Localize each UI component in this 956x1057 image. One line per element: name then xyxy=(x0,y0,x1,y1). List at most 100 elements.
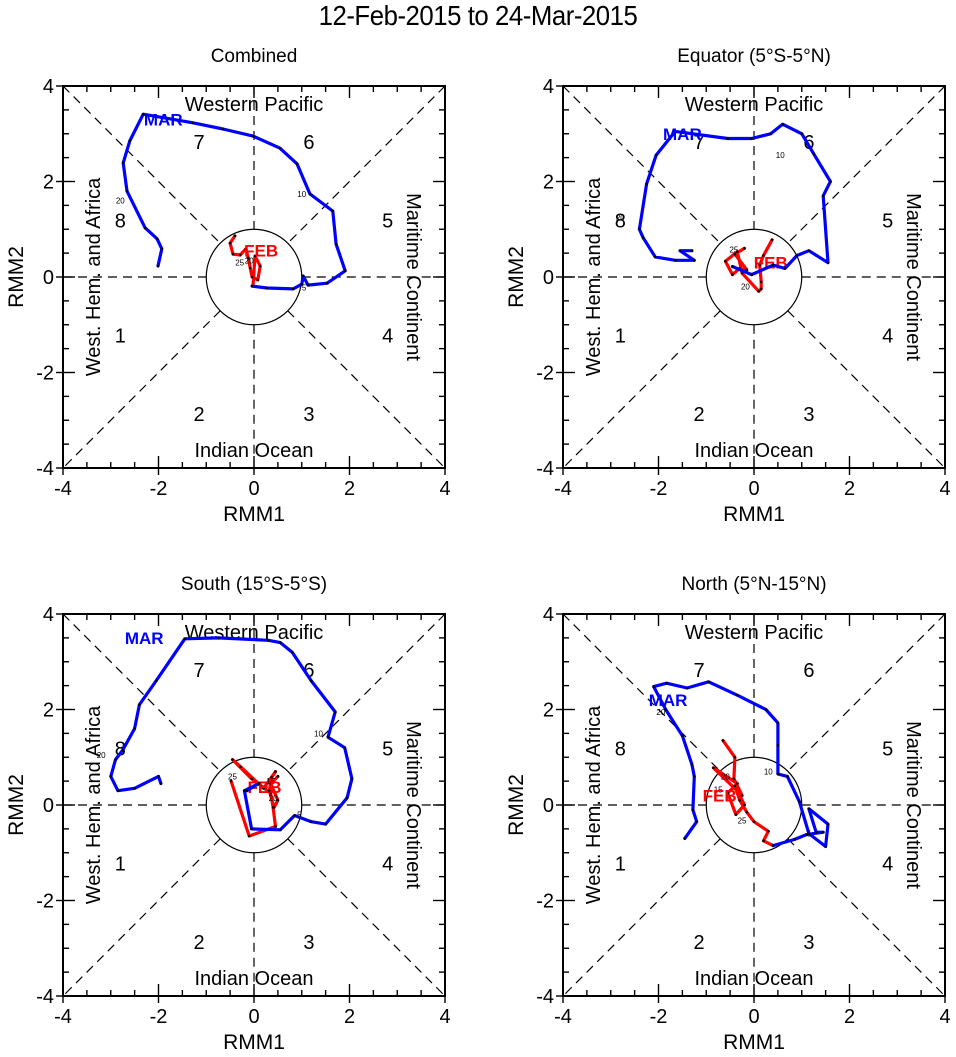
x-tick-label: 2 xyxy=(844,478,855,500)
y-tick-label: 2 xyxy=(43,172,54,194)
phase-label-1: 1 xyxy=(115,325,126,347)
day-marker xyxy=(274,825,277,828)
y-tick-label: 2 xyxy=(543,700,554,722)
diagonal-dash-tl xyxy=(562,85,721,244)
day-marker xyxy=(228,241,232,245)
day-marker xyxy=(231,252,235,256)
x-tick-label: 4 xyxy=(439,478,450,500)
phase-label-1: 1 xyxy=(615,325,626,347)
day-marker xyxy=(331,209,335,213)
y-tick-label: 0 xyxy=(43,267,54,289)
day-marker xyxy=(155,237,159,241)
panel-title: South (15°S-5°S) xyxy=(181,574,327,595)
y-axis-label: RMM2 xyxy=(505,246,528,308)
panel-title: North (5°N-15°N) xyxy=(681,574,826,595)
region-label-bottom: Indian Ocean xyxy=(195,968,314,990)
day-marker xyxy=(324,822,327,826)
day-marker xyxy=(826,261,830,264)
region-label-left: West. Hem. and Africa xyxy=(583,177,605,376)
diagonal-dash-tl xyxy=(62,85,221,244)
day-marker xyxy=(824,845,827,848)
day-marker xyxy=(270,776,273,779)
day-marker xyxy=(807,807,811,811)
phase-label-3: 3 xyxy=(803,404,814,426)
day-label: 20 xyxy=(245,256,254,265)
unit-circle xyxy=(205,756,303,854)
day-label: 20 xyxy=(269,794,278,803)
day-marker xyxy=(690,763,694,766)
day-marker xyxy=(783,267,787,270)
day-marker xyxy=(128,139,132,143)
phase-label-2: 2 xyxy=(694,932,705,954)
day-marker xyxy=(221,127,225,131)
day-marker xyxy=(641,236,645,240)
day-label: 5 xyxy=(302,284,307,293)
day-marker xyxy=(308,192,312,196)
phase-label-4: 4 xyxy=(882,853,893,875)
day-marker xyxy=(734,813,738,816)
day-marker xyxy=(295,162,299,166)
day-marker xyxy=(733,755,737,759)
day-marker xyxy=(250,275,254,279)
day-marker xyxy=(238,253,242,257)
phase-label-4: 4 xyxy=(382,853,393,875)
x-tick-label: 4 xyxy=(439,1006,450,1028)
day-marker xyxy=(333,710,337,714)
x-tick-label: -4 xyxy=(554,1006,572,1028)
y-tick-label: -2 xyxy=(536,891,554,913)
panel-4: North (5°N-15°N) -4 -2 0 2 4 -4 -2 0 2 4 RMM1 RMM2 We… xyxy=(505,574,951,1054)
day-marker xyxy=(156,264,160,268)
phase-label-3: 3 xyxy=(303,404,314,426)
diagonal-dash-tr xyxy=(287,613,446,772)
day-marker xyxy=(246,256,250,260)
x-tick-label: -4 xyxy=(54,478,72,500)
region-label-left: West. Hem. and Africa xyxy=(583,705,605,904)
day-marker xyxy=(248,266,252,270)
day-label: 25 xyxy=(738,816,747,825)
phase-label-1: 1 xyxy=(115,853,126,875)
phase-label-7: 7 xyxy=(694,132,705,154)
phase-label-7: 7 xyxy=(694,660,705,682)
day-marker xyxy=(154,679,158,683)
x-tick-label: -2 xyxy=(150,1006,168,1028)
day-marker xyxy=(653,255,657,259)
panel-2: Equator (5°S-5°N) -4 -2 0 2 4 -4 -2 0 2 4 RMM1 RMM2 W… xyxy=(505,46,951,526)
x-tick-label: -2 xyxy=(650,1006,668,1028)
day-marker xyxy=(691,808,695,812)
day-marker xyxy=(732,777,736,781)
panel-1: Combined -4 -2 0 2 4 -4 -2 0 2 4 RMM1 RMM2 Western Pa… xyxy=(5,46,451,526)
y-tick-label: 0 xyxy=(543,267,554,289)
day-marker xyxy=(771,263,775,267)
day-marker xyxy=(771,844,775,847)
day-label: 20 xyxy=(721,772,730,781)
day-marker xyxy=(733,252,737,256)
day-marker xyxy=(770,238,774,242)
day-marker xyxy=(291,287,295,291)
day-marker xyxy=(807,832,811,835)
phase-label-6: 6 xyxy=(303,132,314,154)
day-marker xyxy=(160,247,164,251)
day-marker xyxy=(276,775,280,778)
day-marker xyxy=(638,227,641,231)
day-marker xyxy=(133,786,136,790)
diagonal-dash-tr xyxy=(287,85,446,244)
diagonal-dash-br xyxy=(287,838,446,997)
day-marker xyxy=(769,132,773,136)
day-marker xyxy=(274,770,277,773)
day-marker xyxy=(645,182,648,186)
day-label: 10 xyxy=(297,190,306,199)
day-marker xyxy=(290,650,294,654)
x-axis-label: RMM1 xyxy=(223,503,285,526)
y-tick-label: -4 xyxy=(36,986,54,1008)
day-marker xyxy=(262,786,265,790)
day-marker xyxy=(781,122,784,126)
day-marker xyxy=(743,803,746,807)
diagonal-dash-tr xyxy=(787,613,946,772)
day-marker xyxy=(738,798,741,802)
x-axis-label: RMM1 xyxy=(723,1031,785,1054)
day-marker xyxy=(300,282,304,286)
day-marker xyxy=(750,273,753,276)
